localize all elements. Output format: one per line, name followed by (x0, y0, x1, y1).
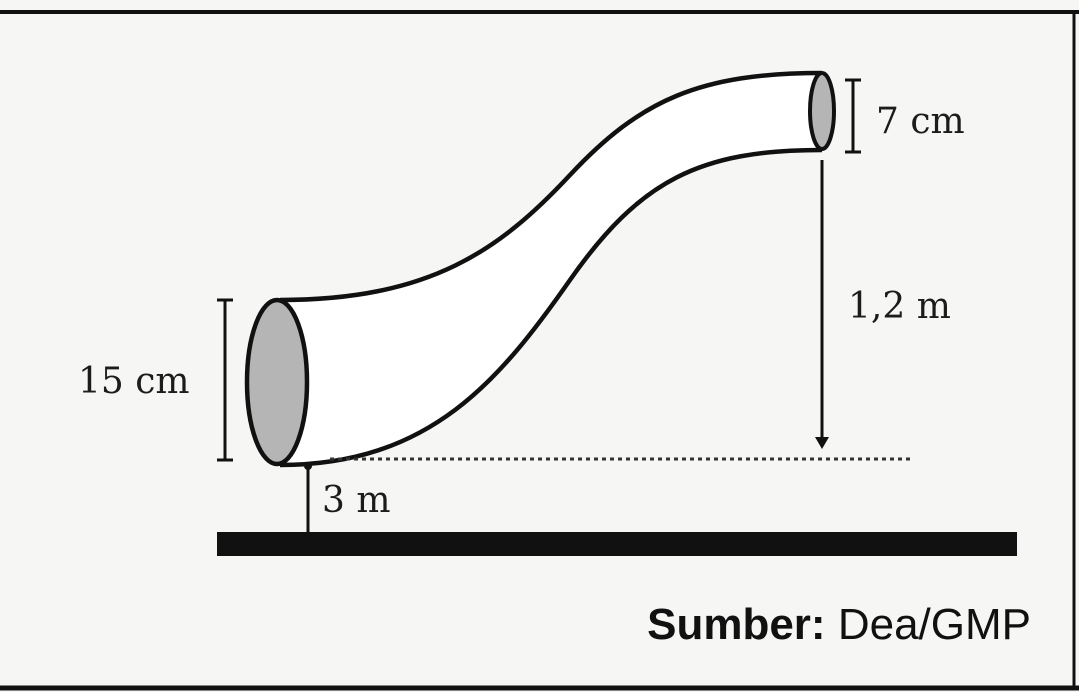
pipe-bottom-edge (279, 147, 823, 468)
label-big-diameter: 15 cm (78, 361, 190, 402)
source-caption: Sumber: Dea/GMP (647, 600, 1031, 650)
source-prefix: Sumber: (647, 600, 826, 649)
label-small-diameter: 7 cm (876, 101, 965, 142)
label-height-difference: 1,2 m (848, 286, 951, 327)
dimension-15cm (217, 298, 233, 462)
pipe-top-edge (279, 70, 823, 303)
label-base-height: 3 m (322, 480, 390, 521)
pipe-large-opening (244, 297, 310, 467)
ground-bar (217, 532, 1017, 556)
dimension-7cm (845, 78, 861, 154)
pipe-small-opening (808, 71, 836, 151)
dimension-3m (304, 462, 312, 532)
source-text: Dea/GMP (837, 600, 1031, 649)
dimension-1-2m (815, 160, 829, 449)
pipe-body (280, 73, 822, 465)
